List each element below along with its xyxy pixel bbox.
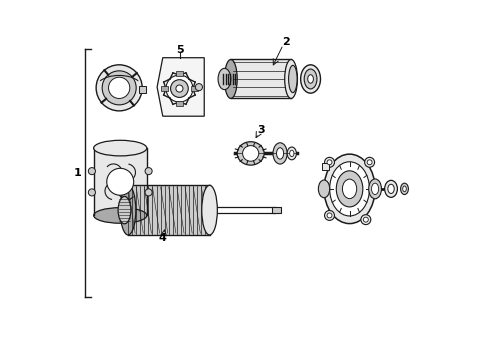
- Ellipse shape: [401, 183, 408, 194]
- Circle shape: [327, 213, 332, 218]
- Ellipse shape: [102, 71, 136, 105]
- Ellipse shape: [336, 171, 363, 207]
- Polygon shape: [157, 58, 204, 116]
- Circle shape: [88, 189, 96, 196]
- Circle shape: [166, 75, 193, 102]
- Circle shape: [324, 211, 335, 220]
- Text: 3: 3: [257, 125, 265, 135]
- Ellipse shape: [318, 180, 330, 198]
- Ellipse shape: [385, 180, 397, 197]
- Ellipse shape: [343, 179, 357, 199]
- Circle shape: [327, 160, 332, 165]
- Circle shape: [145, 189, 152, 196]
- Ellipse shape: [120, 185, 136, 235]
- Text: 2: 2: [283, 37, 291, 47]
- Ellipse shape: [273, 143, 287, 164]
- Ellipse shape: [109, 77, 130, 99]
- Ellipse shape: [308, 75, 314, 83]
- Ellipse shape: [107, 168, 134, 195]
- Ellipse shape: [218, 68, 231, 90]
- Bar: [94, 148, 147, 215]
- Ellipse shape: [388, 184, 394, 193]
- Bar: [231, 59, 291, 99]
- Text: 4: 4: [159, 234, 167, 243]
- Ellipse shape: [202, 185, 218, 235]
- Bar: [176, 71, 183, 76]
- Text: 1: 1: [74, 168, 81, 178]
- Ellipse shape: [237, 142, 264, 165]
- Bar: [139, 86, 147, 93]
- Ellipse shape: [276, 148, 284, 159]
- Ellipse shape: [285, 59, 297, 99]
- Bar: [191, 86, 197, 91]
- Bar: [128, 185, 210, 235]
- Ellipse shape: [330, 162, 369, 216]
- Bar: [272, 207, 281, 213]
- Circle shape: [196, 84, 202, 91]
- Text: 5: 5: [177, 45, 184, 55]
- Circle shape: [324, 157, 335, 167]
- Circle shape: [88, 168, 96, 175]
- Circle shape: [365, 157, 374, 167]
- Ellipse shape: [368, 179, 381, 199]
- Ellipse shape: [290, 150, 294, 157]
- Ellipse shape: [94, 140, 147, 156]
- Ellipse shape: [324, 154, 375, 224]
- Ellipse shape: [304, 69, 317, 89]
- Ellipse shape: [371, 183, 379, 194]
- Ellipse shape: [301, 65, 320, 93]
- Bar: [322, 163, 329, 170]
- Circle shape: [361, 215, 371, 225]
- Circle shape: [171, 80, 188, 98]
- Ellipse shape: [224, 59, 237, 99]
- Bar: [176, 101, 183, 106]
- Ellipse shape: [118, 197, 131, 224]
- Ellipse shape: [289, 65, 297, 93]
- Ellipse shape: [243, 145, 259, 161]
- Ellipse shape: [403, 186, 406, 192]
- Circle shape: [145, 168, 152, 175]
- Ellipse shape: [94, 208, 147, 223]
- Circle shape: [367, 160, 372, 165]
- Bar: [161, 86, 168, 91]
- Ellipse shape: [287, 147, 296, 160]
- Circle shape: [364, 217, 368, 222]
- Circle shape: [176, 85, 183, 92]
- Ellipse shape: [96, 65, 142, 111]
